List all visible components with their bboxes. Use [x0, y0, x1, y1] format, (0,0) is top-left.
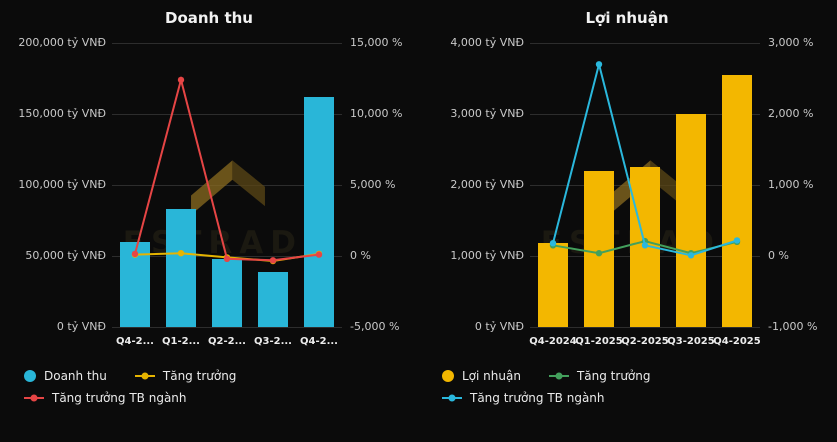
left-axis-tick: 0 tỷ VNĐ [56, 320, 106, 333]
right-axis-tick: 1,000 % [768, 178, 814, 191]
gridline [112, 327, 342, 328]
right-axis-tick: 10,000 % [350, 107, 403, 120]
plot-area[interactable]: FSTRADE [112, 43, 342, 328]
line-point [687, 252, 695, 259]
bar-series-marker-icon [24, 370, 36, 382]
x-axis-label: Q4-2024 [529, 336, 577, 347]
line-point [177, 250, 185, 257]
line-point [131, 250, 139, 258]
gridline [530, 114, 760, 115]
x-axis-label: Q2-2025 [621, 336, 669, 347]
line-point [223, 255, 231, 262]
right-axis-labels: 3,000 % 2,000 % 1,000 % 0 % -1,000 % [768, 0, 834, 340]
bar[interactable] [676, 114, 706, 327]
legend-item-loi-nhuan[interactable]: Lợi nhuận [442, 369, 521, 383]
legend-row: Lợi nhuận Tăng trưởng [442, 369, 650, 383]
revenue-chart-panel: Doanh thu 200,000 tỷ VNĐ 150,000 tỷ VNĐ 10… [0, 0, 418, 442]
line-group [131, 75, 323, 265]
left-axis-tick: 200,000 tỷ VNĐ [18, 36, 106, 49]
legend-label: Lợi nhuận [462, 369, 521, 383]
line-point [269, 257, 277, 264]
line-series-marker-icon [24, 394, 44, 402]
legend-row: Tăng trưởng TB ngành [24, 391, 236, 405]
left-axis-labels: 4,000 tỷ VNĐ 3,000 tỷ VNĐ 2,000 tỷ VNĐ 1,00… [418, 0, 524, 340]
legend-label: Tăng trưởng [162, 369, 237, 383]
x-axis-label: Q1-2025 [575, 336, 623, 347]
x-axis-labels: Q4-2024 Q1-2025 Q2-2025 Q3-2025 Q4-2025 [418, 336, 836, 354]
chart-title-loi-nhuan: Lợi nhuận [585, 9, 669, 27]
bar[interactable] [258, 272, 288, 327]
right-axis-labels: 15,000 % 10,000 % 5,000 % 0 % -5,000 % [350, 0, 416, 340]
legend-item-tang-truong-tb-nganh[interactable]: Tăng trưởng TB ngành [442, 391, 605, 405]
gridline [530, 327, 760, 328]
legend-row: Doanh thu Tăng trưởng [24, 369, 236, 383]
line-point [549, 240, 557, 247]
gridline [112, 43, 342, 44]
gridline [530, 43, 760, 44]
left-axis-tick: 0 tỷ VNĐ [474, 320, 524, 333]
x-axis-label: Q1-2... [162, 336, 200, 347]
legend-row: Tăng trưởng TB ngành [442, 391, 650, 405]
legend-item-doanh-thu[interactable]: Doanh thu [24, 369, 107, 383]
line-point [733, 237, 741, 244]
line-series [134, 75, 320, 262]
right-axis-tick: 15,000 % [350, 36, 403, 49]
legend-item-tang-truong-tb-nganh[interactable]: Tăng trưởng TB ngành [24, 391, 187, 405]
right-axis-tick: 0 % [768, 249, 789, 262]
line-series-marker-icon [442, 394, 462, 402]
line-point [595, 61, 603, 68]
left-axis-labels: 200,000 tỷ VNĐ 150,000 tỷ VNĐ 100,000 tỷ V… [0, 0, 106, 340]
line-series [552, 64, 738, 257]
left-axis-tick: 3,000 tỷ VNĐ [450, 107, 524, 120]
legend-item-tang-truong[interactable]: Tăng trưởng [548, 369, 651, 383]
right-axis-tick: 0 % [350, 249, 371, 262]
right-axis-tick: 5,000 % [350, 178, 396, 191]
bar[interactable] [722, 75, 752, 327]
legend-label: Doanh thu [44, 369, 107, 383]
bar[interactable] [538, 243, 568, 327]
gridline [112, 114, 342, 115]
bar-group [112, 43, 342, 327]
left-axis-tick: 100,000 tỷ VNĐ [18, 178, 106, 191]
line-point [315, 251, 323, 258]
plot-area[interactable]: FSTRADE [530, 43, 760, 328]
bar-series-marker-icon [442, 370, 454, 382]
bar[interactable] [584, 171, 614, 327]
legend-label: Tăng trưởng TB ngành [52, 391, 187, 405]
line-point [177, 76, 185, 84]
legend: Lợi nhuận Tăng trưởng Tăng trưởng TB ngà… [442, 369, 650, 405]
line-point [641, 242, 649, 249]
chart-title-doanh-thu: Doanh thu [165, 9, 253, 27]
right-axis-tick: 3,000 % [768, 36, 814, 49]
legend: Doanh thu Tăng trưởng Tăng trưởng TB ngà… [24, 369, 236, 405]
line-series-marker-icon [134, 372, 155, 380]
right-axis-tick: -1,000 % [768, 320, 818, 333]
x-axis-labels: Q4-2... Q1-2... Q2-2... Q3-2... Q4-2... [0, 336, 418, 354]
x-axis-label: Q2-2... [208, 336, 246, 347]
left-axis-tick: 4,000 tỷ VNĐ [450, 36, 524, 49]
profit-chart-panel: Lợi nhuận 4,000 tỷ VNĐ 3,000 tỷ VNĐ 2,000 … [418, 0, 836, 442]
left-axis-tick: 150,000 tỷ VNĐ [18, 107, 106, 120]
bar[interactable] [212, 259, 242, 327]
legend-item-tang-truong[interactable]: Tăng trưởng [134, 369, 237, 383]
left-axis-tick: 2,000 tỷ VNĐ [450, 178, 524, 191]
bar[interactable] [166, 209, 196, 327]
left-axis-tick: 50,000 tỷ VNĐ [25, 249, 106, 262]
right-axis-tick: -5,000 % [350, 320, 400, 333]
x-axis-label: Q4-2025 [713, 336, 761, 347]
legend-label: Tăng trưởng TB ngành [470, 391, 605, 405]
x-axis-label: Q3-2... [254, 336, 292, 347]
right-axis-tick: 2,000 % [768, 107, 814, 120]
line-group [549, 61, 741, 259]
line-point [595, 250, 603, 257]
x-axis-label: Q4-2... [300, 336, 338, 347]
bar[interactable] [304, 97, 334, 327]
left-axis-tick: 1,000 tỷ VNĐ [450, 249, 524, 262]
x-axis-label: Q3-2025 [667, 336, 715, 347]
line-series-marker-icon [548, 372, 569, 380]
legend-label: Tăng trưởng [576, 369, 651, 383]
x-axis-label: Q4-2... [116, 336, 154, 347]
